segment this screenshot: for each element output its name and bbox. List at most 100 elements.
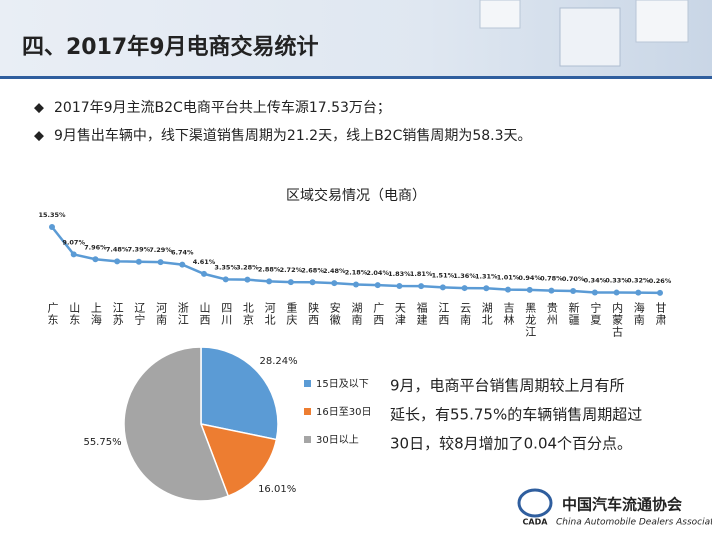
point [201,270,207,277]
data-label: 1.31% [475,272,498,280]
x-tick-label: 新疆 [567,301,580,326]
point [135,258,142,265]
decor-cube [479,0,521,29]
pie-slice [123,346,230,502]
data-label: 7.29% [149,246,172,254]
bullet-icon: ◆ [34,101,44,116]
x-tick-label: 北京 [241,302,254,326]
point [418,283,425,290]
point [309,279,316,286]
x-tick-label: 云南 [459,302,472,326]
point [396,283,403,290]
data-label: 0.26% [649,277,672,285]
x-tick-label: 江苏 [111,302,124,326]
x-tick-label: 广西 [372,302,385,326]
data-label: 55.75% [83,437,121,448]
x-tick-label: 河南 [155,302,168,326]
data-label: 1.36% [453,272,476,280]
logo-mark [517,488,553,518]
data-label: 15.35% [38,211,66,219]
x-tick-label: 安徽 [328,301,341,326]
point [331,280,338,287]
x-tick-label: 内蒙古 [611,301,624,338]
x-tick-label: 重庆 [285,301,298,326]
logo-name: 中国汽车流通协会 [562,496,682,514]
point [353,281,359,288]
data-label: 0.94% [518,274,541,282]
legend-label: 16日至30日 [316,406,371,418]
data-label: 2.88% [258,265,281,273]
x-tick-label: 辽宁 [133,302,146,326]
data-label: 0.32% [627,277,650,285]
x-tick-label: 海南 [632,301,645,326]
x-tick-label: 广东 [46,302,59,326]
x-tick-label: 贵州 [545,302,558,326]
data-label: 2.04% [366,269,389,277]
data-label: 0.34% [584,277,607,285]
point [244,276,251,283]
bullet-icon: ◆ [34,129,44,144]
point [266,278,273,285]
data-label: 2.18% [345,268,368,276]
point [222,276,229,283]
point [287,279,294,286]
x-tick-label: 浙江 [176,302,189,326]
data-label: 28.24% [260,356,298,367]
point [49,224,55,230]
point [461,285,468,292]
data-label: 0.33% [605,277,628,285]
logo-english: China Automobile Dealers Association [556,518,712,528]
x-tick-label: 天津 [393,302,406,326]
data-label: 16.01% [258,484,296,495]
point [374,282,381,289]
point [635,289,642,296]
point [570,287,577,294]
bullet: 9月售出车辆中，线下渠道销售周期为21.2天，线上B2C销售周期为58.3天。 [54,127,532,144]
x-tick-label: 吉林 [502,302,515,326]
note-line: 30日，较8月增加了0.04个百分点。 [390,435,632,453]
point [591,289,598,296]
point [657,289,663,296]
chart-title: 区域交易情况（电商） [286,187,426,204]
pie-slice [200,346,279,441]
point [613,289,620,296]
point [526,286,533,293]
x-tick-label: 福建 [415,301,428,326]
legend-swatch [304,380,311,387]
decor-cube [635,0,689,43]
point [92,256,99,263]
x-tick-label: 甘肃 [654,302,667,326]
page-title: 四、2017年9月电商交易统计 [22,34,319,60]
logo-abbr: CADA [523,518,549,527]
data-label: 0.70% [562,275,585,283]
x-tick-label: 江西 [437,302,450,326]
x-tick-label: 湖北 [480,302,493,326]
x-tick-label: 河北 [263,302,276,326]
data-label: 3.28% [236,264,259,272]
data-label: 2.72% [280,266,303,274]
x-tick-label: 宁夏 [589,301,602,326]
data-label: 1.81% [410,270,433,278]
decor-cube [559,7,621,67]
x-tick-label: 四川 [220,302,233,326]
bullet: 2017年9月主流B2C电商平台共上传车源17.53万台； [54,99,391,116]
data-label: 6.74% [171,249,194,257]
x-tick-label: 山西 [198,302,211,326]
x-tick-label: 上海 [89,302,102,326]
data-label: 3.35% [214,263,237,271]
legend-swatch [304,408,311,415]
data-label: 7.96% [84,243,107,251]
note-line: 9月，电商平台销售周期较上月有所 [390,377,625,395]
point [70,251,77,258]
legend-label: 30日以上 [316,434,359,446]
point [505,286,511,293]
x-tick-label: 陕西 [307,301,320,326]
data-label: 7.39% [128,246,151,254]
point [179,261,186,268]
note-line: 延长，有55.75%的车辆销售周期超过 [390,406,642,424]
data-label: 1.01% [497,274,520,282]
x-tick-label: 山东 [68,302,81,326]
legend-swatch [304,436,311,443]
point [483,285,490,292]
